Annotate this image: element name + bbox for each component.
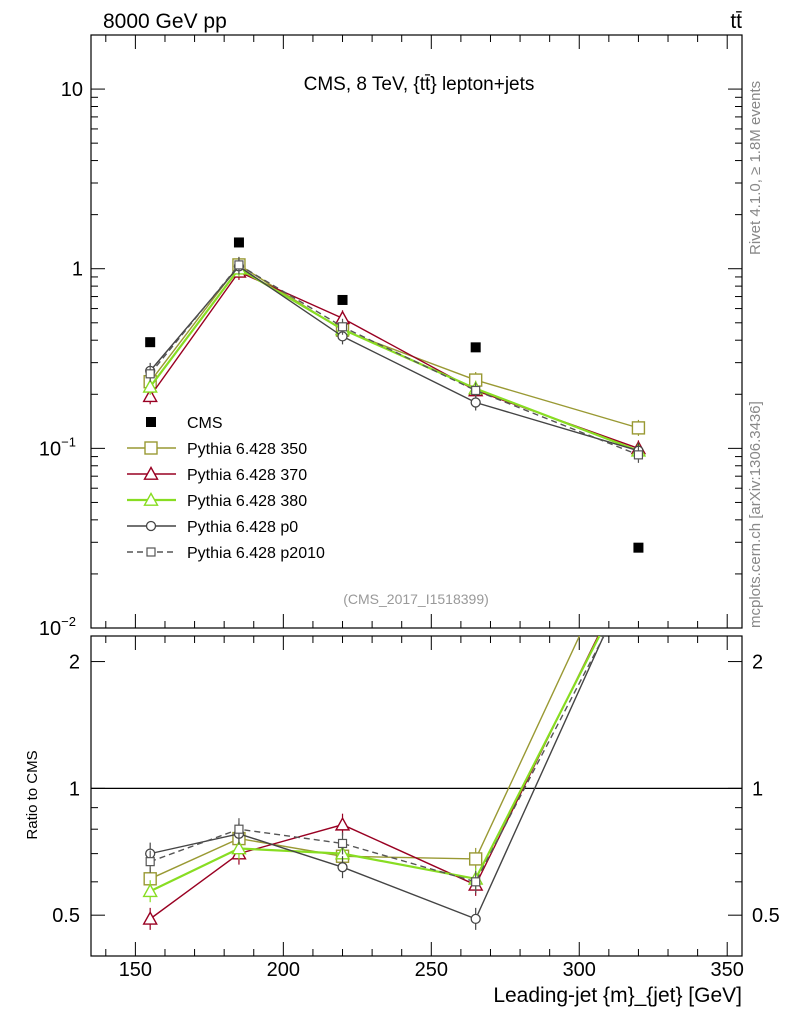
data-point-main [631, 421, 646, 435]
series-line-ratio [149, 636, 605, 883]
data-point-ratio [468, 852, 483, 866]
legend-marker [146, 547, 156, 557]
cms-data-point [337, 294, 348, 305]
legend-label: Pythia 6.428 350 [187, 441, 307, 458]
data-point-main [145, 369, 155, 379]
series-line-main [149, 267, 639, 452]
cms-data-point [470, 342, 481, 353]
ratio-y-axis-label: Ratio to CMS [24, 750, 41, 839]
cms-data-point [633, 542, 644, 553]
ratio-plot-frame [90, 635, 743, 957]
process-label: tt̄ [730, 10, 742, 33]
x-tick-label: 300 [563, 959, 596, 981]
ratio-y-tick-label-right: 0.5 [752, 905, 780, 927]
y-tick-label-exponent: −1 [61, 434, 76, 449]
main-plot-title: CMS, 8 TeV, {tt̄} lepton+jets [304, 74, 535, 95]
y-tick-label-base: 10 [39, 438, 61, 460]
data-point-main [142, 378, 158, 393]
legend-marker [145, 520, 157, 532]
main-plot-frame [90, 34, 743, 629]
data-point-ratio [231, 840, 247, 855]
x-tick-label: 350 [711, 959, 744, 981]
legend-marker [144, 441, 158, 455]
y-tick-label-base: 10 [39, 618, 61, 640]
data-point-main [470, 397, 481, 408]
legend: CMS Pythia 6.428 350 Pythia 6.428 370 Pythi… [127, 415, 325, 562]
ratio-series-group [142, 636, 605, 930]
y-tick-label: 10 [61, 79, 83, 101]
cms-data-point [145, 337, 156, 348]
data-point-ratio [142, 910, 158, 925]
legend-label: CMS [187, 415, 223, 432]
legend-marker [143, 492, 159, 506]
ratio-y-tick-label-left: 1 [69, 778, 80, 800]
data-point-ratio [142, 883, 158, 898]
y-tick-label: 10−1 [39, 434, 76, 460]
ratio-y-tick-label-left: 0.5 [52, 905, 80, 927]
legend-marker [143, 466, 159, 480]
series-line-ratio [149, 636, 581, 880]
cms-data-point [233, 237, 244, 248]
mcplots-label: mcplots.cern.ch [arXiv:1306.3436] [747, 401, 764, 628]
legend-label: Pythia 6.428 p2010 [187, 545, 325, 562]
ratio-y-tick-label-right: 2 [752, 652, 763, 674]
ratio-y-tick-label-right: 1 [752, 778, 763, 800]
legend-label: Pythia 6.428 370 [187, 467, 307, 484]
data-point-main [337, 322, 348, 332]
legend-label: Pythia 6.428 p0 [187, 519, 298, 536]
data-point-ratio [145, 857, 155, 867]
data-point-main [471, 385, 481, 396]
energy-label: 8000 GeV pp [103, 10, 227, 33]
data-point-ratio [470, 913, 481, 925]
x-axis-label: Leading-jet {m}_{jet} [GeV] [493, 984, 742, 1007]
y-tick-label-exponent: −2 [61, 614, 76, 629]
x-tick-label: 250 [415, 959, 448, 981]
data-point-main [142, 388, 158, 403]
legend-label: Pythia 6.428 380 [187, 493, 307, 510]
data-point-ratio [337, 862, 348, 873]
ratio-plot: 150 200 250 300 350 0.5 0.5 1 1 2 2 [52, 635, 780, 981]
rivet-version-label: Rivet 4.1.0, ≥ 1.8M events [747, 81, 764, 255]
data-point-main [234, 260, 244, 270]
data-point-ratio [337, 838, 348, 849]
legend-marker [146, 417, 156, 427]
series-line-ratio [149, 636, 601, 893]
data-point-ratio [334, 816, 351, 831]
data-point-main [633, 450, 644, 460]
y-tick-label: 10−2 [39, 614, 76, 640]
ratio-y-tick-label-left: 2 [69, 652, 80, 674]
y-tick-label: 1 [72, 259, 83, 281]
x-tick-label: 150 [119, 959, 152, 981]
data-point-ratio [471, 877, 481, 887]
analysis-watermark: (CMS_2017_I1518399) [343, 591, 489, 607]
x-tick-label: 200 [267, 959, 300, 981]
data-point-ratio [234, 824, 244, 834]
